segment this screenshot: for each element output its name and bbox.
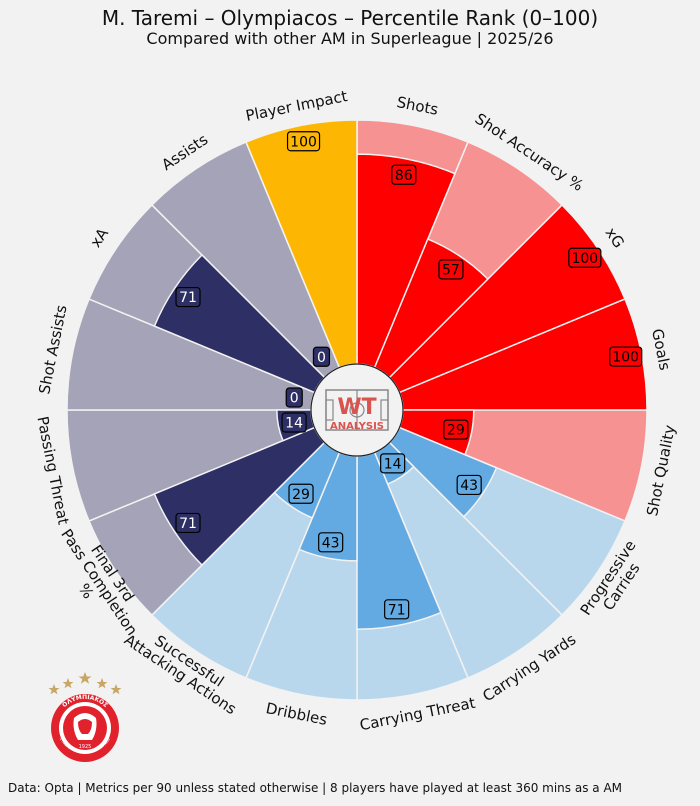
value-label: 71 xyxy=(384,599,410,620)
svg-text:29: 29 xyxy=(447,423,465,439)
value-label: 86 xyxy=(391,164,417,185)
chart-subtitle: Compared with other AM in Superleague | … xyxy=(146,29,554,48)
svg-text:57: 57 xyxy=(442,262,460,278)
crest-year: 1925 xyxy=(79,744,92,750)
category-label: Dribbles xyxy=(264,699,329,729)
value-label: 100 xyxy=(286,131,321,152)
svg-text:43: 43 xyxy=(322,535,340,551)
value-label: 29 xyxy=(443,419,469,440)
data-source-footer: Data: Opta | Metrics per 90 unless state… xyxy=(8,781,623,795)
svg-text:86: 86 xyxy=(395,168,413,184)
value-label: 0 xyxy=(285,387,303,408)
club-crest: 1925 ΟΛΥΜΠΙΑΚΟΣ ΣΥΝΔΕΣΜΟΣ ΦΙΛΑΘΛΩΝ ΠΕΙΡΑ… xyxy=(48,672,122,762)
value-label: 14 xyxy=(380,453,406,474)
value-label: 0 xyxy=(312,346,331,367)
category-label: Shot Quality xyxy=(643,423,679,517)
svg-text:100: 100 xyxy=(571,251,598,267)
svg-text:14: 14 xyxy=(384,456,402,472)
value-label: 71 xyxy=(175,286,201,308)
svg-text:71: 71 xyxy=(179,516,197,532)
chart-title: M. Taremi – Olympiacos – Percentile Rank… xyxy=(101,6,599,30)
svg-text:71: 71 xyxy=(388,602,406,618)
svg-text:29: 29 xyxy=(292,487,310,503)
value-label: 14 xyxy=(281,412,307,433)
logo-sub-text: ANALYSIS xyxy=(330,421,384,432)
category-label: Shot Assists xyxy=(35,303,70,395)
center-logo: WT ANALYSIS xyxy=(310,363,404,457)
svg-text:100: 100 xyxy=(612,350,639,366)
value-label: 100 xyxy=(568,247,602,268)
logo-main-text: WT xyxy=(337,395,376,420)
svg-text:100: 100 xyxy=(290,134,317,150)
value-label: 100 xyxy=(609,346,643,367)
value-label: 29 xyxy=(288,483,314,504)
category-label: xA xyxy=(86,224,112,251)
svg-text:14: 14 xyxy=(285,416,303,432)
category-label: Shots xyxy=(395,93,440,119)
value-label: 43 xyxy=(456,474,482,496)
crest-stars xyxy=(48,672,122,695)
value-label: 43 xyxy=(318,532,344,553)
svg-text:0: 0 xyxy=(317,350,326,366)
category-label: Player Impact xyxy=(244,87,349,125)
svg-text:43: 43 xyxy=(460,478,478,494)
category-label: xG xyxy=(602,224,628,251)
value-label: 57 xyxy=(438,259,464,280)
svg-text:0: 0 xyxy=(290,391,299,407)
category-label: Passing Threat xyxy=(33,415,72,526)
svg-text:71: 71 xyxy=(179,290,197,306)
category-label: Goals xyxy=(648,327,674,372)
value-label: 71 xyxy=(175,512,201,534)
value-labels: 86 57 100 100 29 43 14 71 43 29 71 14 0 71 0 100 xyxy=(175,131,643,620)
